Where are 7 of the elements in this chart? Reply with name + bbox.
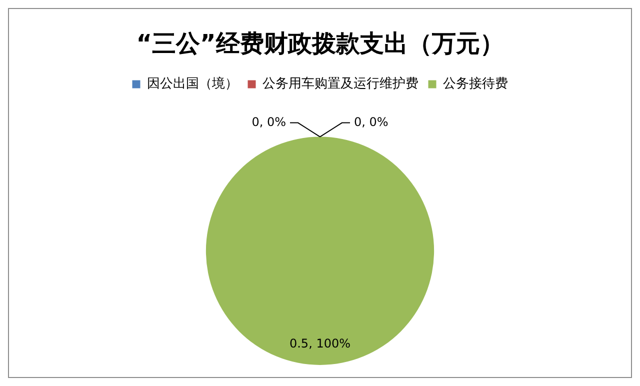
legend-label: 公务接待费 bbox=[442, 76, 508, 92]
chart-title: “三公”经费财政拨款支出（万元） bbox=[136, 30, 504, 58]
text: 0, 0% bbox=[252, 114, 286, 129]
legend-label: 公务用车购置及运行维护费 bbox=[262, 76, 418, 92]
data-label: 0.5, 100% bbox=[289, 336, 351, 351]
legend-label: 因公出国（境） bbox=[146, 76, 238, 92]
text: 0, 0% bbox=[354, 114, 388, 129]
